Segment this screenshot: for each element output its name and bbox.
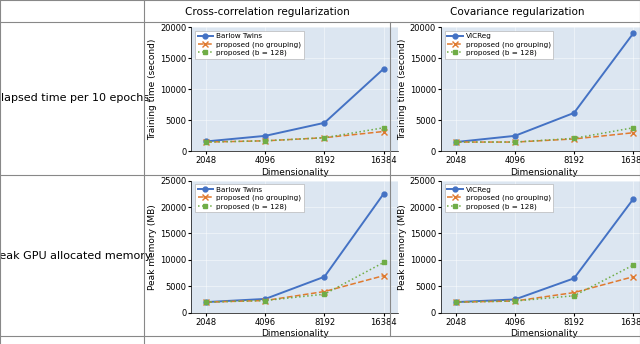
Text: Cross-correlation regularization: Cross-correlation regularization [185,7,349,17]
Barlow Twins [380,67,387,71]
Barlow Twins [202,139,210,143]
proposed (b = 128) [452,300,460,304]
proposed (no grouping) [511,299,519,303]
VICReg [570,276,578,280]
proposed (no grouping) [202,140,210,144]
proposed (b = 128) [629,263,637,267]
proposed (b = 128) [262,299,269,303]
Line: VICReg: VICReg [453,197,636,304]
Line: proposed (b = 128): proposed (b = 128) [454,126,636,144]
proposed (no grouping) [380,273,387,278]
proposed (no grouping) [262,139,269,143]
proposed (no grouping) [452,140,460,144]
proposed (no grouping) [202,300,210,304]
Barlow Twins [262,297,269,301]
Line: proposed (b = 128): proposed (b = 128) [204,126,386,144]
VICReg [629,31,637,35]
proposed (b = 128) [321,292,328,296]
proposed (no grouping) [629,275,637,279]
X-axis label: Dimensionality: Dimensionality [511,168,579,177]
Legend: VICReg, proposed (no grouping), proposed (b = 128): VICReg, proposed (no grouping), proposed… [445,184,554,212]
proposed (no grouping) [511,140,519,144]
Line: proposed (no grouping): proposed (no grouping) [453,130,636,145]
X-axis label: Dimensionality: Dimensionality [511,329,579,338]
Legend: Barlow Twins, proposed (no grouping), proposed (b = 128): Barlow Twins, proposed (no grouping), pr… [195,184,304,212]
VICReg [452,300,460,304]
proposed (no grouping) [629,131,637,135]
X-axis label: Dimensionality: Dimensionality [261,168,329,177]
Line: proposed (no grouping): proposed (no grouping) [453,274,636,305]
VICReg [511,134,519,138]
VICReg [629,197,637,201]
Barlow Twins [321,275,328,279]
proposed (no grouping) [321,289,328,293]
Line: Barlow Twins: Barlow Twins [204,66,386,144]
Line: proposed (no grouping): proposed (no grouping) [204,129,387,145]
proposed (b = 128) [452,140,460,144]
proposed (no grouping) [452,300,460,304]
VICReg [570,111,578,115]
proposed (b = 128) [511,140,519,144]
Line: proposed (no grouping): proposed (no grouping) [204,273,387,305]
proposed (no grouping) [262,299,269,303]
Y-axis label: Training time (second): Training time (second) [148,39,157,140]
proposed (b = 128) [321,136,328,140]
proposed (b = 128) [511,299,519,303]
Text: Elapsed time per 10 epochs: Elapsed time per 10 epochs [0,93,150,103]
Y-axis label: Peak memory (MB): Peak memory (MB) [398,204,407,290]
Line: proposed (b = 128): proposed (b = 128) [204,260,386,304]
proposed (b = 128) [570,294,578,298]
X-axis label: Dimensionality: Dimensionality [261,329,329,338]
Line: proposed (b = 128): proposed (b = 128) [454,263,636,304]
Y-axis label: Training time (second): Training time (second) [398,39,407,140]
proposed (no grouping) [380,129,387,133]
Legend: VICReg, proposed (no grouping), proposed (b = 128): VICReg, proposed (no grouping), proposed… [445,31,554,59]
Text: Covariance regularization: Covariance regularization [449,7,584,17]
Barlow Twins [380,192,387,196]
proposed (no grouping) [321,136,328,140]
VICReg [511,297,519,301]
proposed (b = 128) [629,126,637,130]
proposed (no grouping) [570,291,578,295]
proposed (b = 128) [380,260,387,265]
proposed (b = 128) [202,300,210,304]
Legend: Barlow Twins, proposed (no grouping), proposed (b = 128): Barlow Twins, proposed (no grouping), pr… [195,31,304,59]
Barlow Twins [262,134,269,138]
proposed (b = 128) [262,139,269,143]
proposed (b = 128) [202,140,210,144]
VICReg [452,140,460,144]
Barlow Twins [202,300,210,304]
proposed (b = 128) [570,136,578,140]
Y-axis label: Peak memory (MB): Peak memory (MB) [148,204,157,290]
Text: Peak GPU allocated memory: Peak GPU allocated memory [0,251,151,261]
proposed (b = 128) [380,126,387,130]
proposed (no grouping) [570,137,578,141]
Line: Barlow Twins: Barlow Twins [204,191,386,304]
Line: VICReg: VICReg [453,31,636,144]
Barlow Twins [321,121,328,125]
